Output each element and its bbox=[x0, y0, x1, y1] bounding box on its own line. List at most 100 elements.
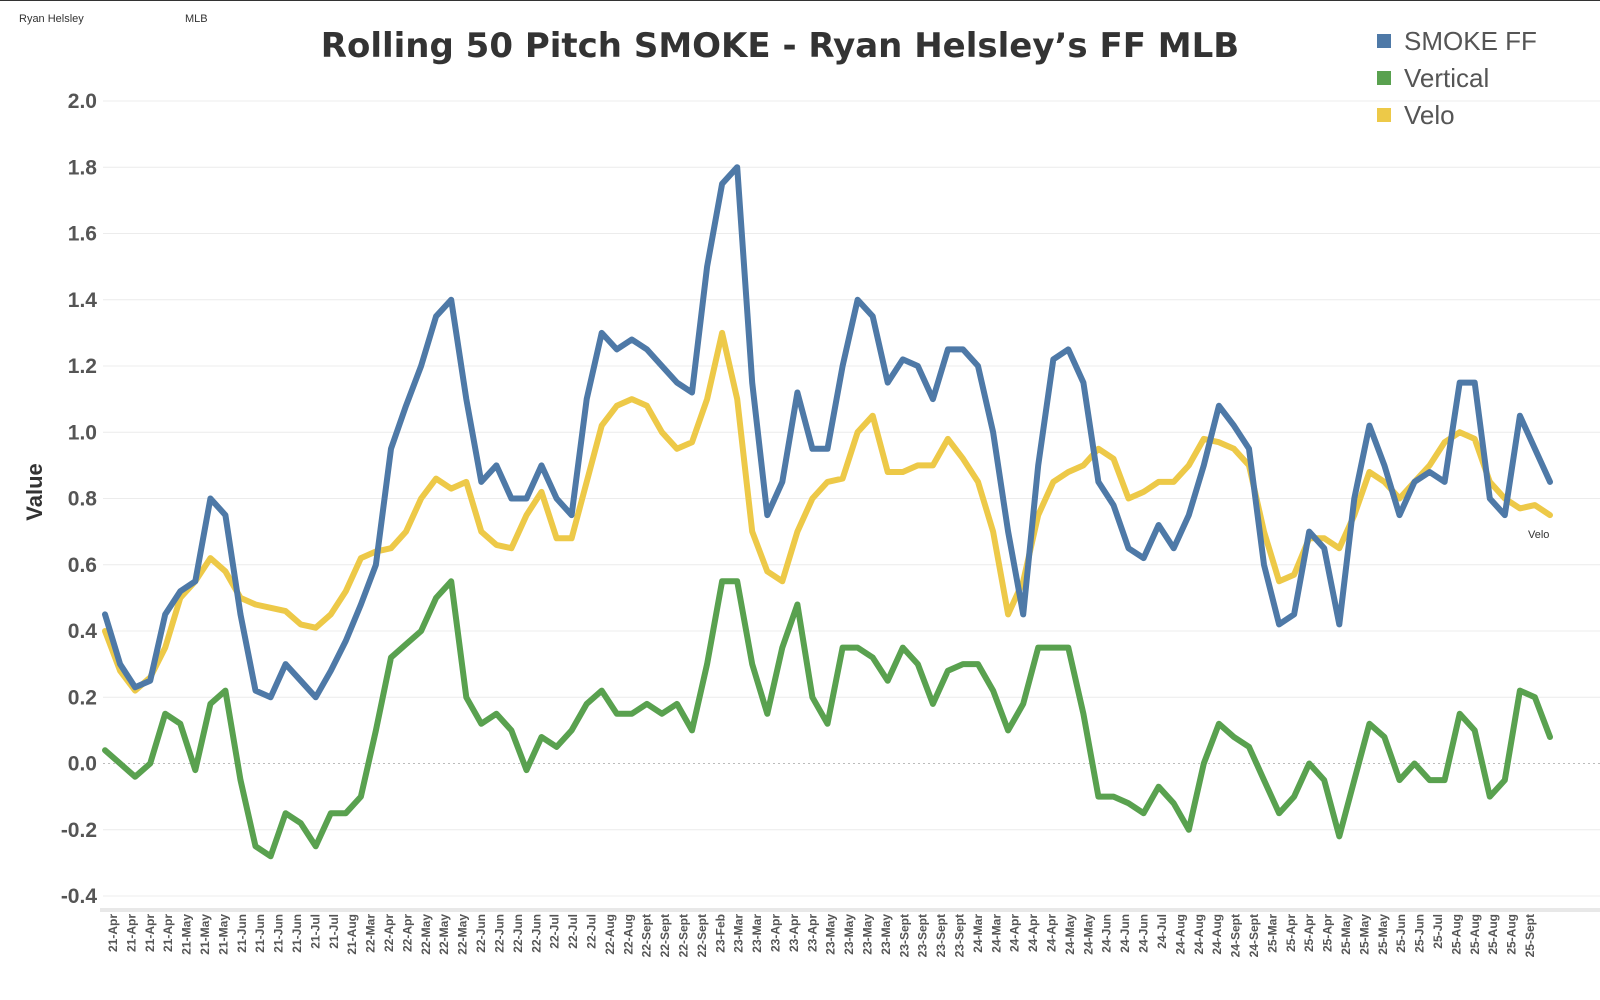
x-tick-label: 25-Aug bbox=[1486, 914, 1500, 955]
x-tick-label: 25-Apr bbox=[1302, 914, 1316, 952]
x-tick-label: 25-Apr bbox=[1284, 914, 1298, 952]
legend-swatch bbox=[1377, 71, 1391, 85]
x-tick-label: 21-Jun bbox=[253, 914, 267, 953]
x-tick-label: 23-Sept bbox=[916, 914, 930, 957]
x-tick-label: 22-Mar bbox=[364, 914, 378, 953]
x-tick-label: 22-Apr bbox=[382, 914, 396, 952]
y-tick-label: -0.2 bbox=[61, 819, 97, 842]
x-tick-label: 22-Jun bbox=[529, 914, 543, 953]
y-tick-label: 0.4 bbox=[68, 620, 98, 643]
x-tick-label: 22-Apr bbox=[400, 914, 414, 952]
chart-title: Rolling 50 Pitch SMOKE - Ryan Helsley’s … bbox=[321, 26, 1239, 66]
y-tick-label: 1.0 bbox=[68, 421, 97, 444]
legend-label: Velo bbox=[1404, 100, 1455, 130]
x-tick-label: 22-Jun bbox=[474, 914, 488, 953]
x-tick-label: 21-May bbox=[198, 914, 212, 955]
legend-swatch bbox=[1377, 108, 1391, 122]
x-tick-label: 23-Sept bbox=[953, 914, 967, 957]
x-tick-label: 25-May bbox=[1339, 914, 1353, 955]
x-tick-label: 22-May bbox=[456, 914, 470, 955]
y-tick-label: 0.2 bbox=[68, 686, 97, 709]
x-tick-label: 24-Apr bbox=[1026, 914, 1040, 952]
x-tick-label: 25-Sept bbox=[1523, 914, 1537, 957]
league-filter-label: MLB bbox=[185, 13, 208, 25]
x-tick-label: 21-May bbox=[216, 914, 230, 955]
x-tick-label: 24-Sept bbox=[1229, 914, 1243, 957]
x-tick-label: 21-Apr bbox=[124, 914, 138, 952]
x-tick-label: 21-Apr bbox=[143, 914, 157, 952]
x-tick-label: 25-May bbox=[1376, 914, 1390, 955]
y-tick-label: 2.0 bbox=[68, 90, 97, 113]
x-tick-label: 25-Aug bbox=[1449, 914, 1463, 955]
x-tick-label: 23-May bbox=[861, 914, 875, 955]
y-tick-label: 0.8 bbox=[68, 488, 98, 511]
top-border bbox=[0, 0, 1600, 1]
y-tick-label: 1.4 bbox=[68, 289, 98, 312]
x-tick-label: 23-Mar bbox=[732, 914, 746, 953]
legend-swatch bbox=[1377, 34, 1391, 48]
x-tick-label: 22-May bbox=[419, 914, 433, 955]
x-tick-label: 25-Jun bbox=[1394, 914, 1408, 953]
end-label-velo: Velo bbox=[1528, 529, 1549, 541]
x-tick-label: 25-Mar bbox=[1265, 914, 1279, 953]
x-tick-label: 21-Jul bbox=[308, 914, 322, 949]
x-tick-label: 24-May bbox=[1081, 914, 1095, 955]
x-tick-label: 25-Jul bbox=[1431, 914, 1445, 949]
x-tick-label: 24-Aug bbox=[1192, 914, 1206, 955]
x-tick-label: 22-Sept bbox=[676, 914, 690, 957]
x-tick-label: 24-Mar bbox=[989, 914, 1003, 953]
x-tick-label: 25-Aug bbox=[1468, 914, 1482, 955]
x-tick-label: 21-Apr bbox=[161, 914, 175, 952]
x-tick-label: 21-Jun bbox=[235, 914, 249, 953]
x-tick-label: 23-May bbox=[879, 914, 893, 955]
x-tick-label: 25-Aug bbox=[1505, 914, 1519, 955]
x-tick-label: 23-Sept bbox=[934, 914, 948, 957]
x-tick-label: 21-Jun bbox=[272, 914, 286, 953]
x-tick-label: 25-Apr bbox=[1321, 914, 1335, 952]
x-tick-label: 23-Sept bbox=[897, 914, 911, 957]
x-tick-label: 23-Apr bbox=[787, 914, 801, 952]
x-tick-label: 23-May bbox=[842, 914, 856, 955]
x-tick-label: 22-May bbox=[437, 914, 451, 955]
x-tick-label: 21-May bbox=[180, 914, 194, 955]
x-tick-label: 22-Jul bbox=[584, 914, 598, 949]
x-tick-label: 21-Apr bbox=[106, 914, 120, 952]
x-tick-label: 24-May bbox=[1063, 914, 1077, 955]
x-tick-label: 22-Jul bbox=[566, 914, 580, 949]
y-axis-label: Value bbox=[22, 463, 47, 520]
x-tick-label: 24-Jun bbox=[1137, 914, 1151, 953]
y-tick-label: 0.6 bbox=[68, 554, 97, 577]
x-tick-label: 24-Sept bbox=[1247, 914, 1261, 957]
x-tick-label: 22-Sept bbox=[695, 914, 709, 957]
legend: SMOKE FF Vertical Velo bbox=[1377, 26, 1537, 130]
y-tick-label: 0.0 bbox=[68, 753, 97, 776]
x-tick-label: 23-Apr bbox=[768, 914, 782, 952]
x-tick-label: 22-Aug bbox=[621, 914, 635, 955]
x-tick-label: 24-Jun bbox=[1100, 914, 1114, 953]
x-tick-label: 24-Apr bbox=[1045, 914, 1059, 952]
x-tick-label: 23-Mar bbox=[750, 914, 764, 953]
y-tick-label: -0.4 bbox=[61, 885, 98, 908]
x-tick-label: 24-Aug bbox=[1210, 914, 1224, 955]
series-line-smoke-ff bbox=[102, 164, 1553, 701]
series-line-vertical bbox=[102, 578, 1553, 860]
x-tick-label: 24-Jul bbox=[1155, 914, 1169, 949]
x-tick-label: 24-Aug bbox=[1173, 914, 1187, 955]
legend-label: SMOKE FF bbox=[1404, 26, 1537, 56]
player-filter-label: Ryan Helsley bbox=[19, 13, 84, 25]
x-tick-label: 24-Mar bbox=[971, 914, 985, 953]
y-tick-label: 1.8 bbox=[68, 156, 98, 179]
x-tick-label: 21-Jun bbox=[290, 914, 304, 953]
x-tick-label: 22-Jun bbox=[511, 914, 525, 953]
x-tick-label: 21-Jul bbox=[327, 914, 341, 949]
x-tick-label: 25-May bbox=[1357, 914, 1371, 955]
x-tick-label: 24-Apr bbox=[1008, 914, 1022, 952]
x-tick-label: 23-Apr bbox=[805, 914, 819, 952]
legend-label: Vertical bbox=[1404, 63, 1489, 93]
x-tick-label: 22-Sept bbox=[658, 914, 672, 957]
y-tick-label: 1.6 bbox=[68, 223, 97, 246]
x-tick-label: 21-Aug bbox=[345, 914, 359, 955]
x-tick-label: 22-Sept bbox=[640, 914, 654, 957]
x-tick-label: 24-Jun bbox=[1118, 914, 1132, 953]
